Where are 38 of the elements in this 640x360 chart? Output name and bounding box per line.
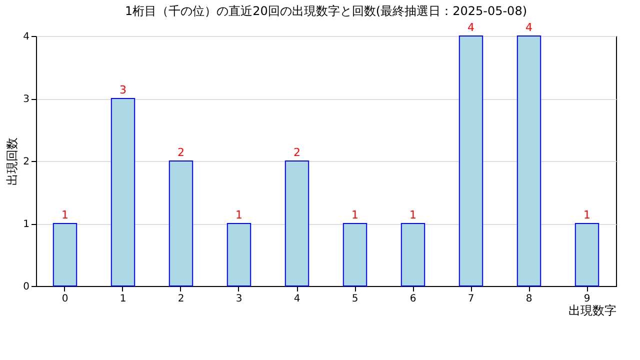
y-tick-label: 1 — [23, 219, 30, 230]
y-tick-label: 2 — [23, 156, 30, 168]
data-label: 1 — [236, 208, 242, 222]
bar — [168, 160, 194, 286]
chart-title: 1桁目（千の位）の直近20回の出現数字と回数(最終抽選日：2025-05-08) — [124, 4, 528, 18]
bar — [226, 223, 252, 286]
bar — [52, 223, 78, 286]
bar — [458, 36, 484, 286]
y-tick-label: 0 — [23, 282, 30, 292]
data-label: 2 — [178, 146, 184, 159]
x-tick-label: 8 — [526, 294, 532, 304]
data-label: 4 — [526, 21, 532, 34]
y-axis-title: 出現回数 — [5, 138, 20, 186]
x-tick-label: 1 — [120, 294, 126, 304]
x-tick-label: 4 — [294, 294, 300, 304]
y-tick-label: 4 — [23, 32, 30, 42]
x-axis-title: 出現数字 — [568, 304, 616, 318]
data-label: 3 — [120, 84, 126, 96]
data-label: 1 — [584, 208, 590, 222]
x-tick-label: 5 — [352, 294, 358, 304]
x-tick-label: 6 — [410, 294, 416, 304]
data-label: 2 — [294, 146, 300, 159]
bar — [400, 223, 426, 286]
x-tick-label: 7 — [468, 294, 474, 304]
x-tick-label: 3 — [236, 294, 242, 304]
bar — [284, 160, 310, 286]
data-label: 1 — [410, 208, 416, 222]
data-label: 1 — [352, 208, 358, 222]
x-tick-label: 0 — [62, 294, 68, 304]
data-label: 4 — [468, 21, 474, 34]
bar — [574, 223, 600, 286]
bar — [110, 98, 136, 286]
x-tick-label: 9 — [584, 294, 590, 304]
bar — [516, 36, 542, 286]
data-label: 1 — [62, 208, 68, 222]
y-tick-label: 3 — [23, 94, 30, 105]
x-tick-label: 2 — [178, 294, 184, 304]
bar — [342, 223, 368, 286]
